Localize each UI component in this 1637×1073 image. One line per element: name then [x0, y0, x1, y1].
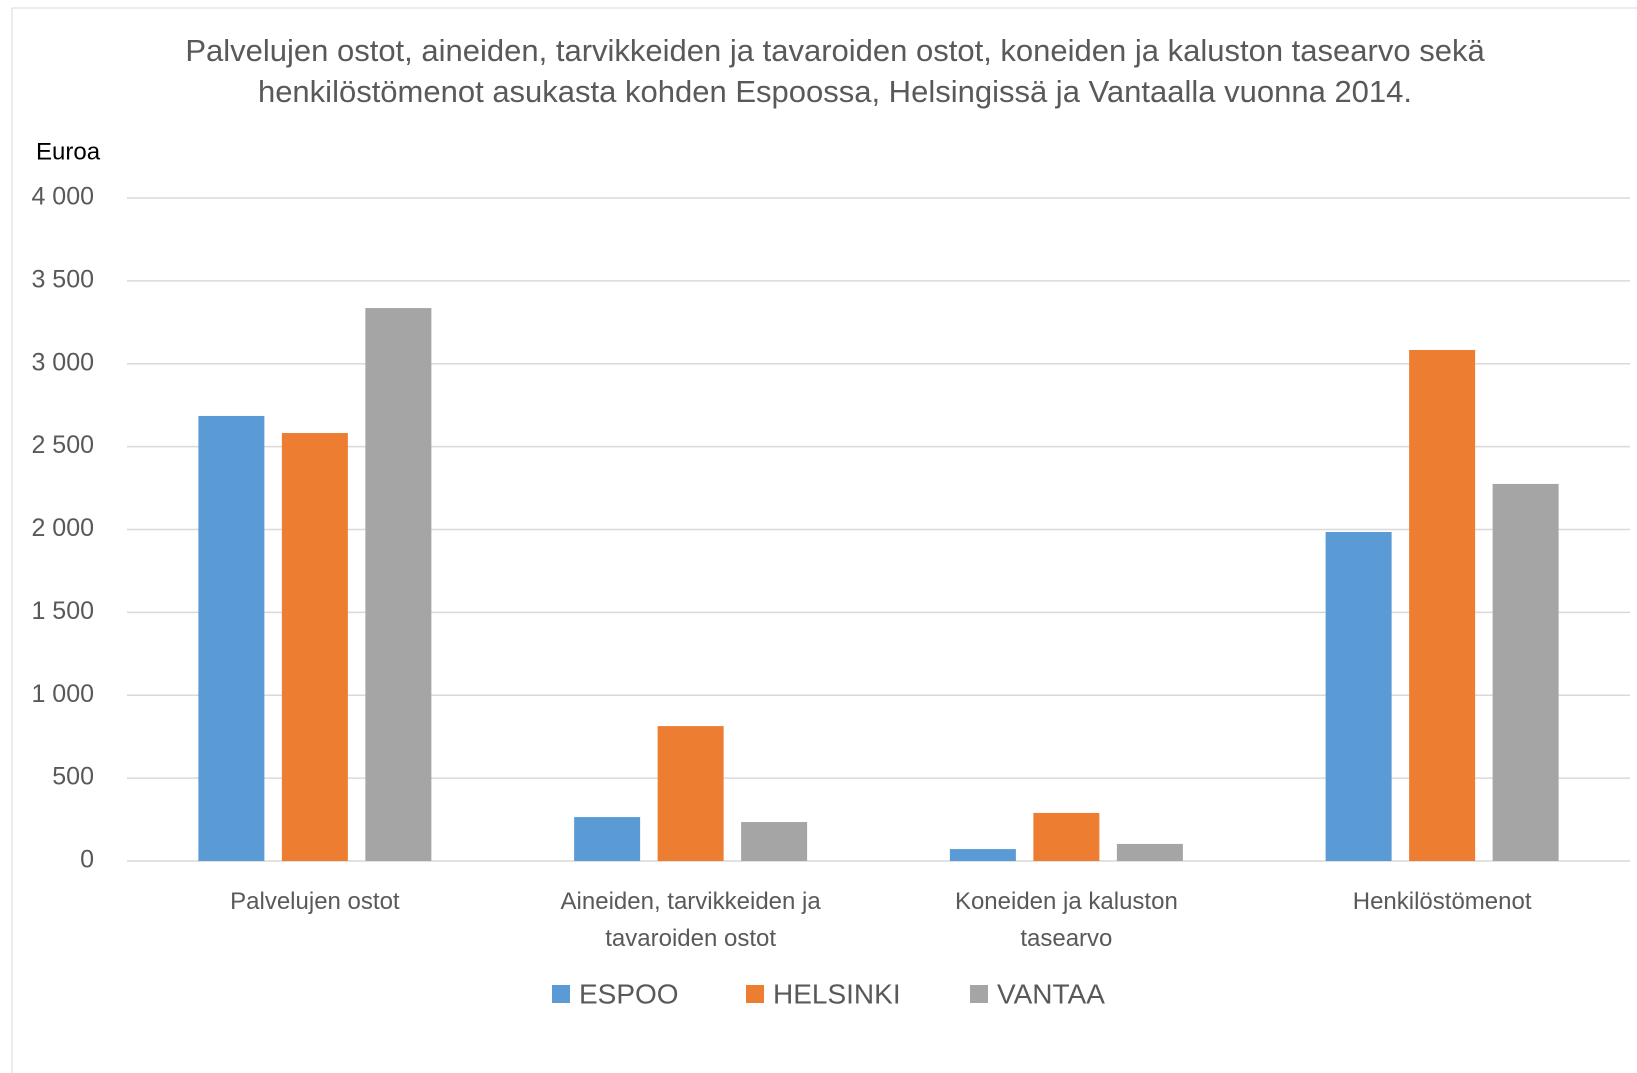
y-tick-label: 1 500 — [31, 597, 94, 625]
bar — [949, 849, 1016, 861]
y-axis-label: Euroa — [36, 138, 101, 165]
bar — [365, 308, 432, 862]
bar — [281, 433, 348, 861]
y-tick-label: 4 000 — [31, 183, 94, 211]
bar — [1492, 483, 1559, 861]
y-tick-label: 3 000 — [31, 348, 94, 376]
y-tick-label: 500 — [52, 763, 94, 791]
legend-swatch — [746, 985, 764, 1003]
legend-label: HELSINKI — [773, 978, 901, 1009]
legend-swatch — [552, 985, 570, 1003]
bar — [1409, 349, 1476, 861]
y-tick-label: 0 — [80, 846, 94, 874]
bar — [1033, 812, 1100, 861]
y-tick-label: 1 000 — [31, 680, 94, 708]
bar — [574, 817, 641, 861]
legend-label: ESPOO — [579, 978, 679, 1009]
y-tick-label: 3 500 — [31, 265, 94, 293]
x-tick-label: Henkilöstömenot — [1352, 888, 1532, 915]
x-tick-label: Koneiden ja kaluston tasearvo — [954, 888, 1178, 952]
x-tick-label: Aineiden, tarvikkeiden ja tavaroiden ost… — [560, 888, 821, 952]
bar — [657, 726, 724, 861]
y-tick-label: 2 500 — [31, 431, 94, 459]
chart-frame — [11, 7, 1637, 1073]
bar — [1116, 843, 1183, 861]
bar — [741, 822, 808, 861]
y-tick-label: 2 000 — [31, 514, 94, 542]
bar — [198, 415, 265, 861]
x-tick-label: Palvelujen ostot — [230, 888, 400, 915]
bar — [1325, 531, 1392, 861]
chart-title: Palvelujen ostot, aineiden, tarvikkeiden… — [185, 33, 1485, 109]
legend-swatch — [970, 985, 988, 1003]
legend-label: VANTAA — [997, 978, 1105, 1009]
